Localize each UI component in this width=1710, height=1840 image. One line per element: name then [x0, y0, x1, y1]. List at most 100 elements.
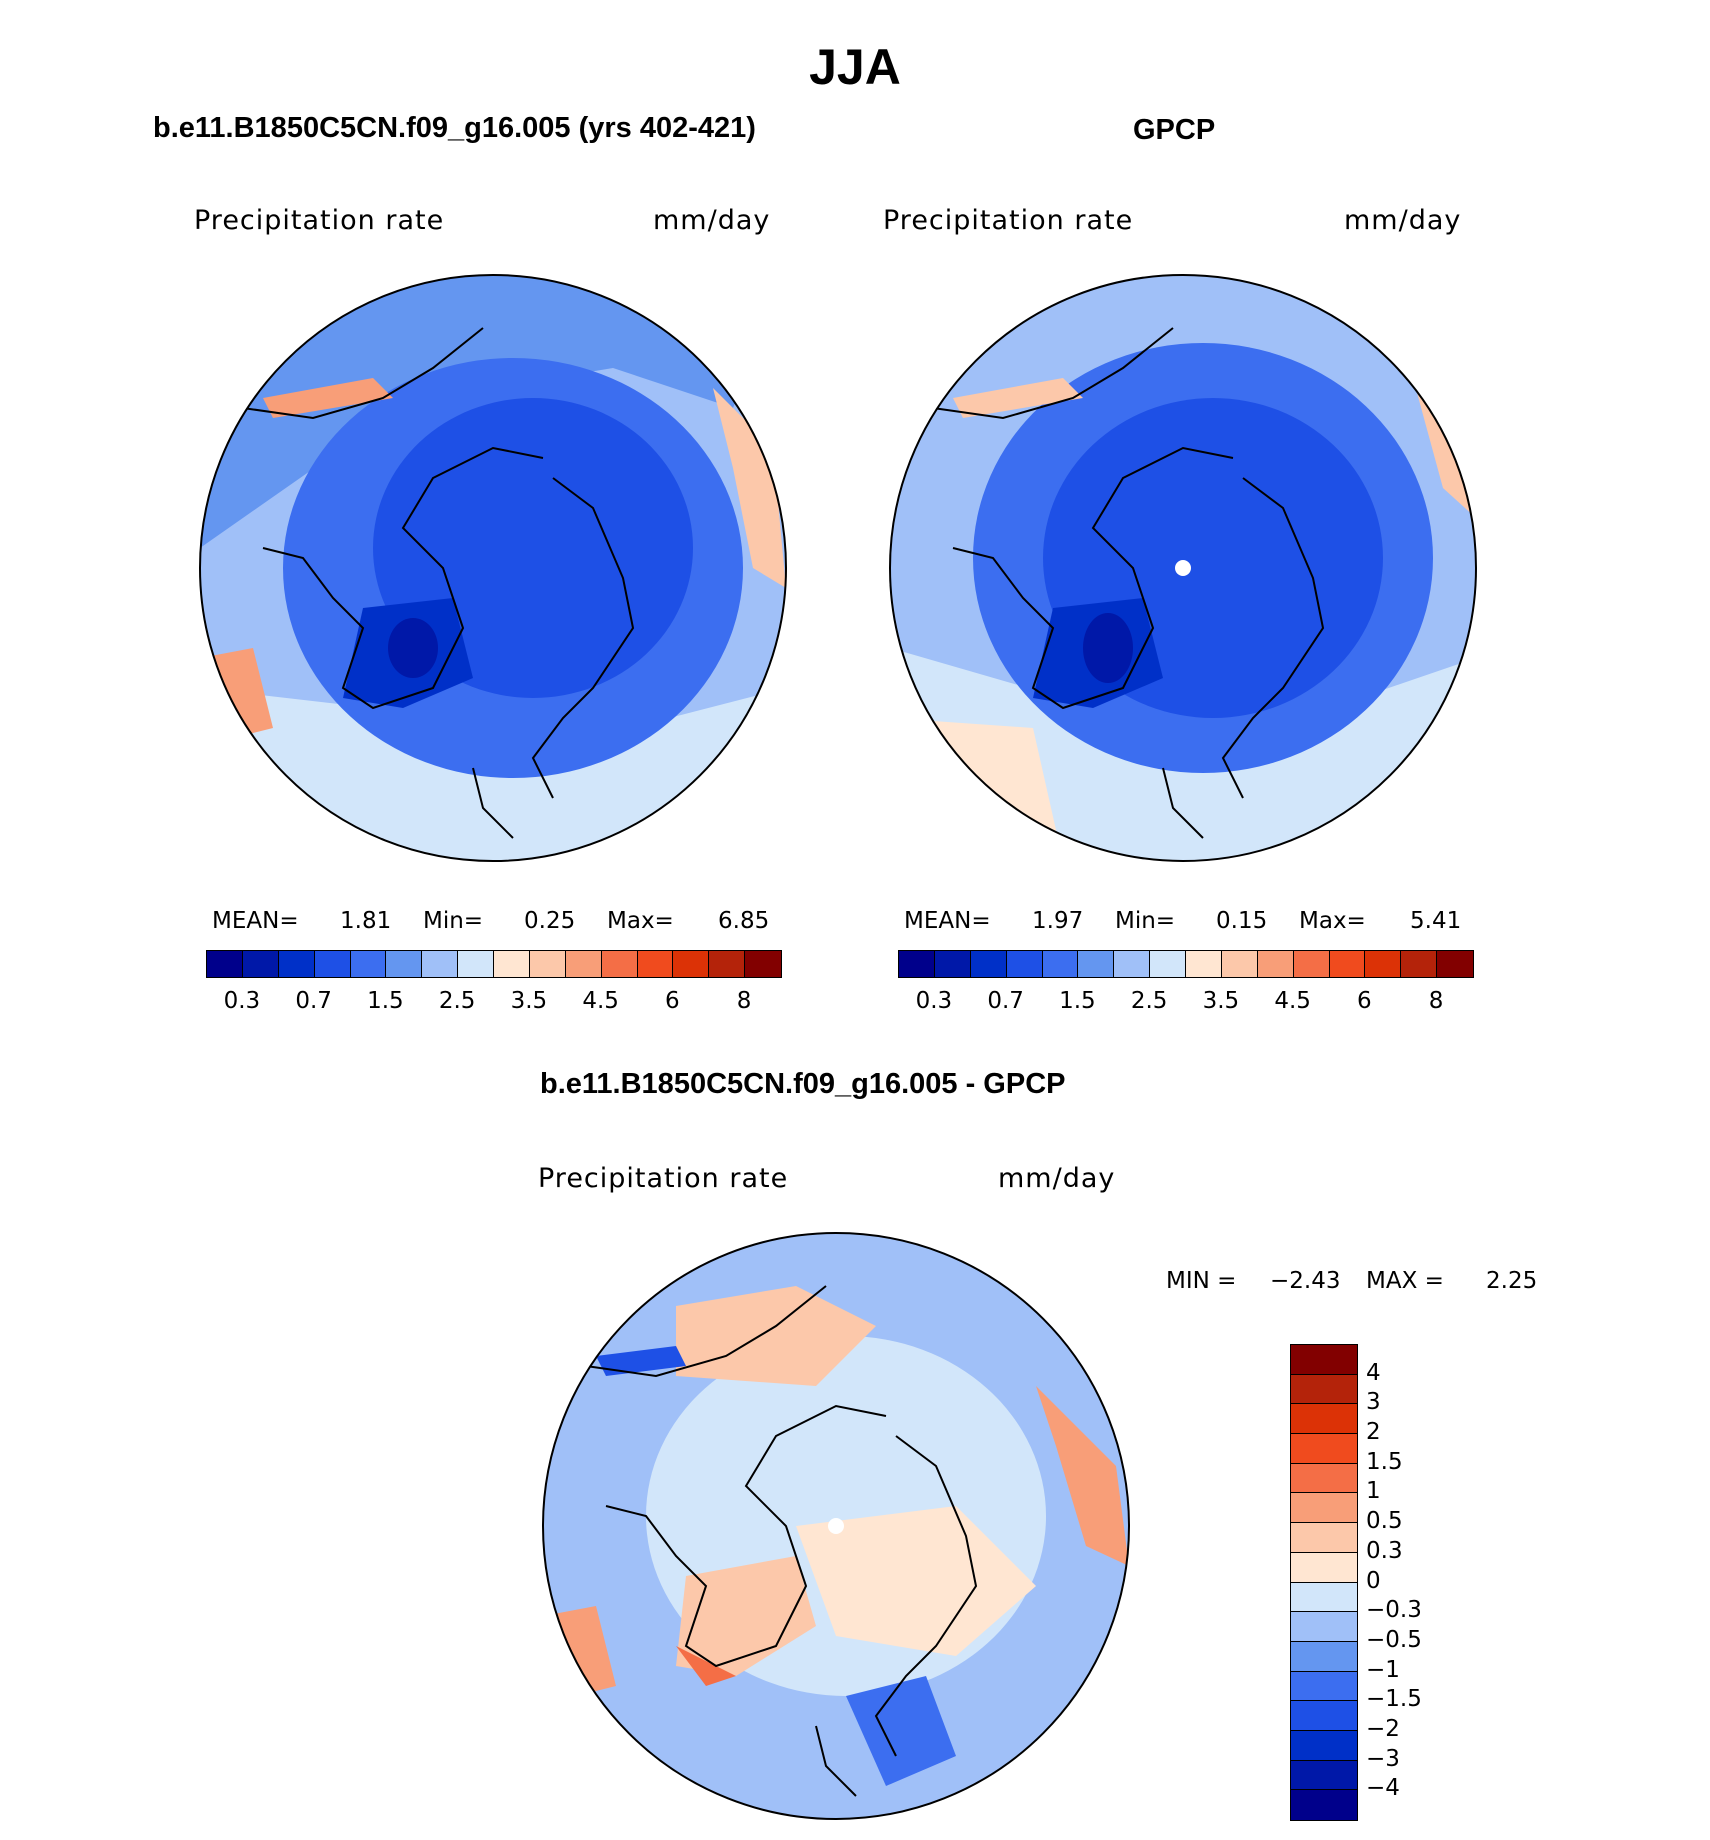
model-min-label: Min= — [423, 908, 484, 934]
obs-colorbar-tick-label: 0.3 — [915, 988, 953, 1014]
diff-colorbar-swatch — [1291, 1582, 1357, 1613]
obs-colorbar-swatch — [1150, 951, 1186, 977]
diff-field-east-coast — [1036, 1386, 1129, 1566]
obs-max-value: 5.41 — [1410, 908, 1462, 934]
obs-colorbar-tick-label: 1.5 — [1059, 988, 1096, 1014]
obs-colorbar-swatch — [1257, 951, 1294, 977]
diff-colorbar-tick-label: −4 — [1366, 1775, 1400, 1802]
diff-colorbar-tick-label: 3 — [1366, 1389, 1381, 1416]
model-colorbar-swatch — [601, 951, 638, 977]
model-field-nw-coast — [263, 378, 393, 418]
diff-max-label: MAX = — [1366, 1268, 1444, 1294]
obs-field-nw-coast — [953, 378, 1083, 418]
diff-colorbar-swatch — [1291, 1641, 1357, 1672]
diff-field-greenland-coast — [676, 1646, 736, 1686]
diff-units-label: mm/day — [998, 1163, 1116, 1194]
obs-colorbar-swatch — [1006, 951, 1043, 977]
obs-colorbar-swatch — [899, 951, 935, 977]
diff-panel-title: b.e11.B1850C5CN.f09_g16.005 - GPCP — [540, 1068, 1066, 1100]
obs-variable-label: Precipitation rate — [883, 205, 1134, 236]
obs-colorbar-swatch — [1114, 951, 1151, 977]
diff-min-label: MIN = — [1166, 1268, 1237, 1294]
diff-field-greenland — [676, 1556, 816, 1676]
obs-colorbar-swatch — [1078, 951, 1115, 977]
obs-colorbar-swatch — [1293, 951, 1330, 977]
model-colorbar-tick-label: 8 — [736, 988, 752, 1014]
model-colorbar — [206, 950, 782, 978]
obs-panel-title: GPCP — [1133, 114, 1216, 146]
model-colorbar-swatch — [494, 951, 530, 977]
model-colorbar-swatch — [207, 951, 243, 977]
diff-colorbar-swatch — [1291, 1790, 1357, 1820]
model-min-value: 0.25 — [524, 908, 576, 934]
model-units-label: mm/day — [653, 205, 771, 236]
obs-units-label: mm/day — [1344, 205, 1462, 236]
diff-colorbar-tick-label: −1 — [1366, 1656, 1400, 1683]
model-colorbar-swatch — [673, 951, 710, 977]
obs-colorbar-swatch — [934, 951, 971, 977]
obs-colorbar-swatch — [1365, 951, 1402, 977]
model-colorbar-swatch — [565, 951, 602, 977]
diff-colorbar-tick-label: 2 — [1366, 1419, 1381, 1446]
model-colorbar-tick-label: 6 — [665, 988, 680, 1014]
diff-colorbar-swatch — [1291, 1671, 1357, 1702]
diff-colorbar-tick-label: −1.5 — [1366, 1686, 1422, 1713]
model-colorbar-swatch — [529, 951, 566, 977]
obs-colorbar-swatch — [1401, 951, 1438, 977]
diff-colorbar-swatch — [1291, 1434, 1357, 1464]
model-colorbar-swatch — [709, 951, 746, 977]
obs-pole-hole — [1175, 560, 1191, 576]
model-polar-map — [199, 274, 787, 862]
diff-pole-hole — [828, 1518, 844, 1534]
diff-colorbar-swatch — [1291, 1730, 1357, 1761]
model-colorbar-tick-label: 3.5 — [510, 988, 548, 1014]
diff-colorbar-swatch — [1291, 1552, 1357, 1583]
diff-colorbar-swatch — [1291, 1374, 1357, 1405]
obs-mean-value: 1.97 — [1032, 908, 1084, 934]
model-mean-value: 1.81 — [340, 908, 392, 934]
model-colorbar-swatch — [350, 951, 387, 977]
model-colorbar-swatch — [314, 951, 351, 977]
diff-colorbar-swatch — [1291, 1463, 1357, 1494]
model-colorbar-tick-label: 0.3 — [223, 988, 261, 1014]
obs-mean-label: MEAN= — [904, 908, 991, 934]
diff-colorbar-swatch — [1291, 1523, 1357, 1553]
diff-colorbar-swatch — [1291, 1404, 1357, 1435]
obs-min-value: 0.15 — [1216, 908, 1268, 934]
obs-field-east-coast — [1413, 378, 1476, 518]
obs-colorbar-swatch — [1329, 951, 1366, 977]
model-field-greenland-core — [388, 618, 438, 678]
figure-title: JJA — [809, 39, 901, 95]
diff-max-value: 2.25 — [1486, 1268, 1538, 1294]
diff-colorbar-tick-label: −0.3 — [1366, 1597, 1422, 1624]
model-colorbar-swatch — [278, 951, 315, 977]
diff-colorbar-tick-label: −3 — [1366, 1745, 1400, 1772]
diff-colorbar-swatch — [1291, 1493, 1357, 1524]
obs-coastline — [932, 327, 1325, 839]
model-colorbar-swatch — [242, 951, 279, 977]
obs-colorbar-tick-label: 2.5 — [1130, 988, 1168, 1014]
model-colorbar-swatch — [745, 951, 781, 977]
model-panel-title: b.e11.B1850C5CN.f09_g16.005 (yrs 402-421… — [153, 112, 756, 144]
obs-polar-map — [889, 274, 1477, 862]
model-field-east-coast — [713, 388, 786, 588]
model-colorbar-swatch — [637, 951, 674, 977]
obs-colorbar-swatch — [1437, 951, 1473, 977]
obs-colorbar-tick-label: 8 — [1428, 988, 1444, 1014]
model-colorbar-tick-label: 1.5 — [367, 988, 404, 1014]
diff-colorbar-tick-label: 0 — [1366, 1567, 1381, 1594]
obs-colorbar-swatch — [1221, 951, 1258, 977]
obs-colorbar-tick-label: 3.5 — [1202, 988, 1240, 1014]
model-colorbar-swatch — [458, 951, 494, 977]
obs-max-label: Max= — [1299, 908, 1366, 934]
model-variable-label: Precipitation rate — [194, 205, 445, 236]
diff-min-value: −2.43 — [1270, 1268, 1341, 1294]
obs-colorbar-swatch — [970, 951, 1007, 977]
diff-colorbar-tick-label: 4 — [1366, 1359, 1381, 1386]
model-field-pacific-blue — [200, 275, 786, 548]
diff-colorbar — [1290, 1344, 1358, 1821]
diff-colorbar-tick-label: −0.5 — [1366, 1626, 1422, 1653]
obs-colorbar-tick-label: 4.5 — [1274, 988, 1311, 1014]
model-colorbar-swatch — [422, 951, 459, 977]
model-colorbar-tick-label: 0.7 — [295, 988, 332, 1014]
